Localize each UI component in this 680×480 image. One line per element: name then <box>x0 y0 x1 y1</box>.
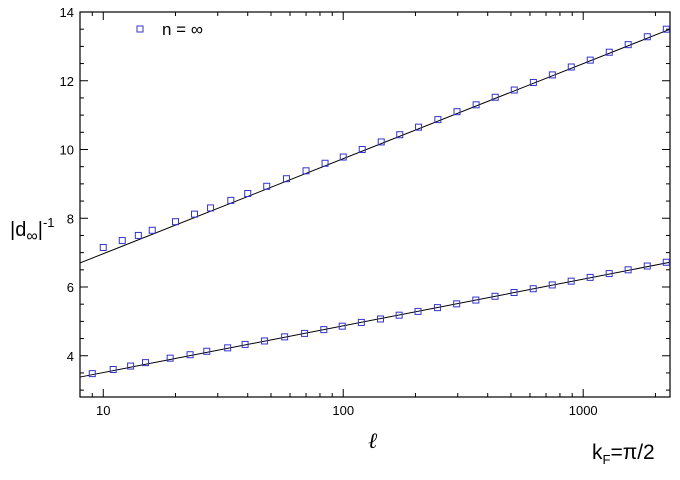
y-axis-label-sup: -1 <box>43 215 55 230</box>
data-point <box>624 41 632 49</box>
data-point <box>433 304 441 312</box>
data-point <box>171 218 179 226</box>
y-axis-label-pre: |d <box>10 219 26 241</box>
data-point <box>320 326 328 334</box>
x-tick-label: 10 <box>96 403 110 418</box>
data-point <box>148 226 156 234</box>
data-point <box>586 56 594 64</box>
data-point <box>395 311 403 319</box>
data-point <box>282 175 290 183</box>
y-tick-label: 14 <box>60 5 74 20</box>
y-axis-label-post: | <box>38 219 43 241</box>
legend: n = ∞ <box>136 20 203 39</box>
data-point <box>491 292 499 300</box>
legend-marker <box>136 25 144 33</box>
data-point <box>396 131 404 139</box>
x-axis: 10 100 1000 <box>79 12 656 418</box>
data-point <box>224 344 232 352</box>
data-point <box>643 33 651 41</box>
data-point <box>166 354 174 362</box>
corner-label-pre: k <box>592 441 603 464</box>
data-point <box>472 101 480 109</box>
data-point <box>529 285 537 293</box>
fit-line-2 <box>79 261 671 378</box>
y-tick-label: 12 <box>60 74 74 89</box>
data-point <box>358 146 366 153</box>
fit-lines <box>79 28 671 378</box>
data-point <box>491 93 499 101</box>
data-point <box>302 167 310 175</box>
x-axis-label: ℓ <box>368 429 378 454</box>
fit-line-1 <box>79 28 671 264</box>
data-point <box>339 153 347 161</box>
x-tick-label: 1000 <box>569 403 598 418</box>
data-point <box>377 138 385 146</box>
data-point <box>586 273 594 281</box>
corner-label-post: =π/2 <box>610 441 654 464</box>
data-point <box>567 63 575 71</box>
data-point <box>142 359 150 367</box>
data-point <box>548 71 556 79</box>
data-point <box>377 315 385 323</box>
y-tick-label: 6 <box>67 280 74 295</box>
data-point <box>662 258 670 266</box>
data-point <box>510 289 518 296</box>
data-point <box>186 351 194 359</box>
data-point <box>261 337 269 345</box>
data-point <box>510 86 518 94</box>
data-point <box>190 210 198 218</box>
data-point <box>548 281 556 289</box>
data-point <box>453 108 461 116</box>
data-point <box>624 266 632 274</box>
corner-label: kF=π/2 <box>592 441 655 467</box>
y-tick-label: 8 <box>67 211 74 226</box>
data-point <box>244 190 252 197</box>
y-tick-label: 4 <box>67 349 74 364</box>
data-point <box>472 296 480 304</box>
data-point <box>263 182 271 190</box>
data-point <box>605 270 613 278</box>
legend-label: n = ∞ <box>162 20 203 39</box>
data-point <box>88 370 96 378</box>
data-point <box>118 237 126 245</box>
y-axis-label-sub: ∞ <box>26 228 37 245</box>
corner-label-sub: F <box>603 452 611 467</box>
data-point <box>241 340 249 348</box>
data-point <box>605 48 613 56</box>
data-point <box>227 196 235 204</box>
data-point <box>357 318 365 326</box>
y-axis-label: |d∞|-1 <box>10 215 55 245</box>
data-point <box>281 333 289 341</box>
data-point <box>529 78 537 86</box>
data-point <box>453 300 461 308</box>
data-point <box>99 243 107 251</box>
data-point <box>127 362 135 370</box>
y-axis: 4 6 8 10 12 14 <box>60 5 670 391</box>
data-point <box>643 262 651 270</box>
plot-frame <box>79 11 671 398</box>
data-point <box>301 329 309 337</box>
data-point <box>415 123 423 131</box>
data-point <box>207 204 215 212</box>
y-tick-label: 10 <box>60 143 74 158</box>
data-point <box>338 322 346 330</box>
data-point <box>109 366 117 373</box>
data-point <box>567 277 575 285</box>
data-point <box>434 116 442 124</box>
data-point <box>321 159 329 167</box>
x-tick-label: 100 <box>332 403 354 418</box>
data-point <box>134 231 142 239</box>
data-point <box>414 307 422 315</box>
data-point <box>203 347 211 355</box>
markers <box>88 25 670 378</box>
